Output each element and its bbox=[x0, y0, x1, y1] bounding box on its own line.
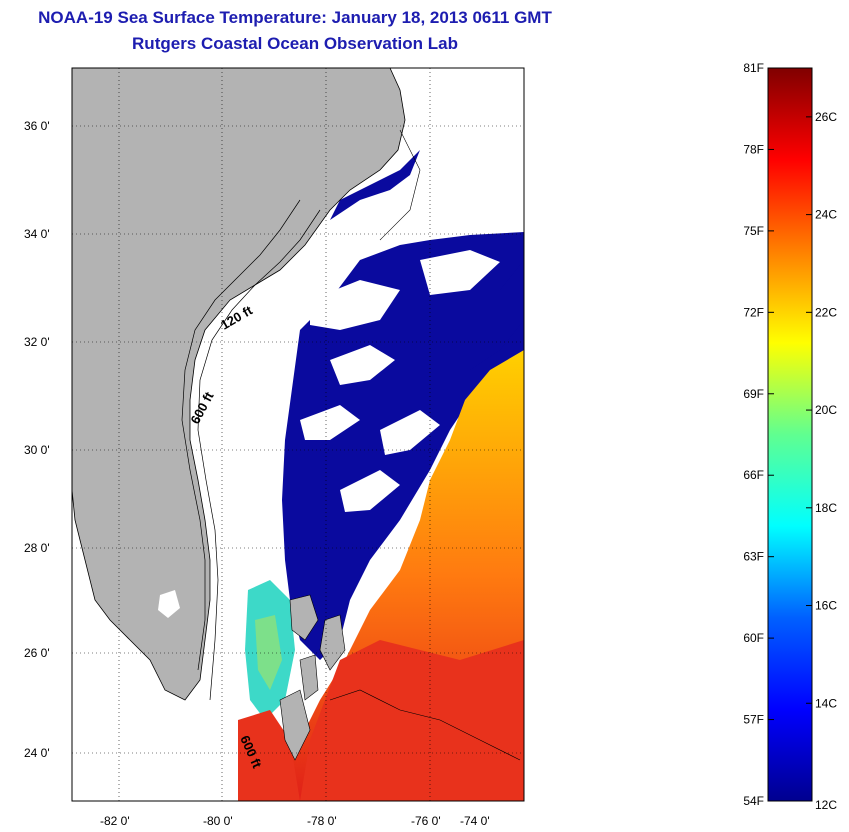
colorbar-c-label: 22C bbox=[815, 305, 837, 319]
lon-tick-label: -82 0' bbox=[100, 814, 130, 828]
temperature-colorbar: 81F 78F 75F 72F 69F 66F 63F 60F 57F 54F 26C 24C 22C… bbox=[743, 61, 837, 812]
colorbar-gradient bbox=[767, 67, 813, 802]
lat-tick-label: 28 0' bbox=[24, 541, 50, 555]
lon-tick-label: -74 0' bbox=[460, 814, 490, 828]
colorbar-f-label: 72F bbox=[743, 305, 764, 319]
map-canvas bbox=[72, 68, 524, 801]
colorbar-f-label: 66F bbox=[743, 468, 764, 482]
colorbar-c-label: 12C bbox=[815, 798, 837, 812]
colorbar-c-label: 18C bbox=[815, 501, 837, 515]
colorbar-f-label: 57F bbox=[743, 713, 764, 727]
land-mass bbox=[72, 68, 406, 701]
colorbar-f-label: 63F bbox=[743, 550, 764, 564]
colorbar-c-label: 24C bbox=[815, 208, 837, 222]
colorbar-f-label: 60F bbox=[743, 631, 764, 645]
lon-tick-label: -78 0' bbox=[307, 814, 337, 828]
colorbar-c-label: 20C bbox=[815, 403, 837, 417]
lat-tick-label: 30 0' bbox=[24, 443, 50, 457]
map-subtitle: Rutgers Coastal Ocean Observation Lab bbox=[132, 34, 458, 53]
lon-tick-label: -80 0' bbox=[203, 814, 233, 828]
colorbar-c-label: 16C bbox=[815, 599, 837, 613]
map-frame bbox=[71, 67, 525, 802]
map-title: NOAA-19 Sea Surface Temperature: January… bbox=[38, 8, 552, 27]
lat-tick-label: 26 0' bbox=[24, 646, 50, 660]
lat-tick-label: 36 0' bbox=[24, 119, 50, 133]
lon-tick-label: -76 0' bbox=[411, 814, 441, 828]
lat-tick-label: 24 0' bbox=[24, 746, 50, 760]
lat-tick-label: 34 0' bbox=[24, 227, 50, 241]
colorbar-f-label: 54F bbox=[743, 794, 764, 808]
colorbar-f-label: 81F bbox=[743, 61, 764, 75]
longitude-axis: -82 0' -80 0' -78 0' -76 0' -74 0' bbox=[100, 814, 490, 828]
colorbar-c-label: 14C bbox=[815, 696, 837, 710]
colorbar-fahrenheit-labels: 81F 78F 75F 72F 69F 66F 63F 60F 57F 54F bbox=[743, 61, 764, 808]
lat-tick-label: 32 0' bbox=[24, 335, 50, 349]
colorbar-f-label: 69F bbox=[743, 387, 764, 401]
colorbar-c-label: 26C bbox=[815, 110, 837, 124]
map-gridlines bbox=[72, 68, 524, 801]
colorbar-celsius-labels: 26C 24C 22C 20C 18C 16C 14C 12C bbox=[815, 110, 837, 812]
colorbar-f-label: 78F bbox=[743, 142, 764, 156]
colorbar-f-label: 75F bbox=[743, 224, 764, 238]
latitude-axis: 36 0' 34 0' 32 0' 30 0' 28 0' 26 0' 24 0… bbox=[24, 119, 50, 760]
